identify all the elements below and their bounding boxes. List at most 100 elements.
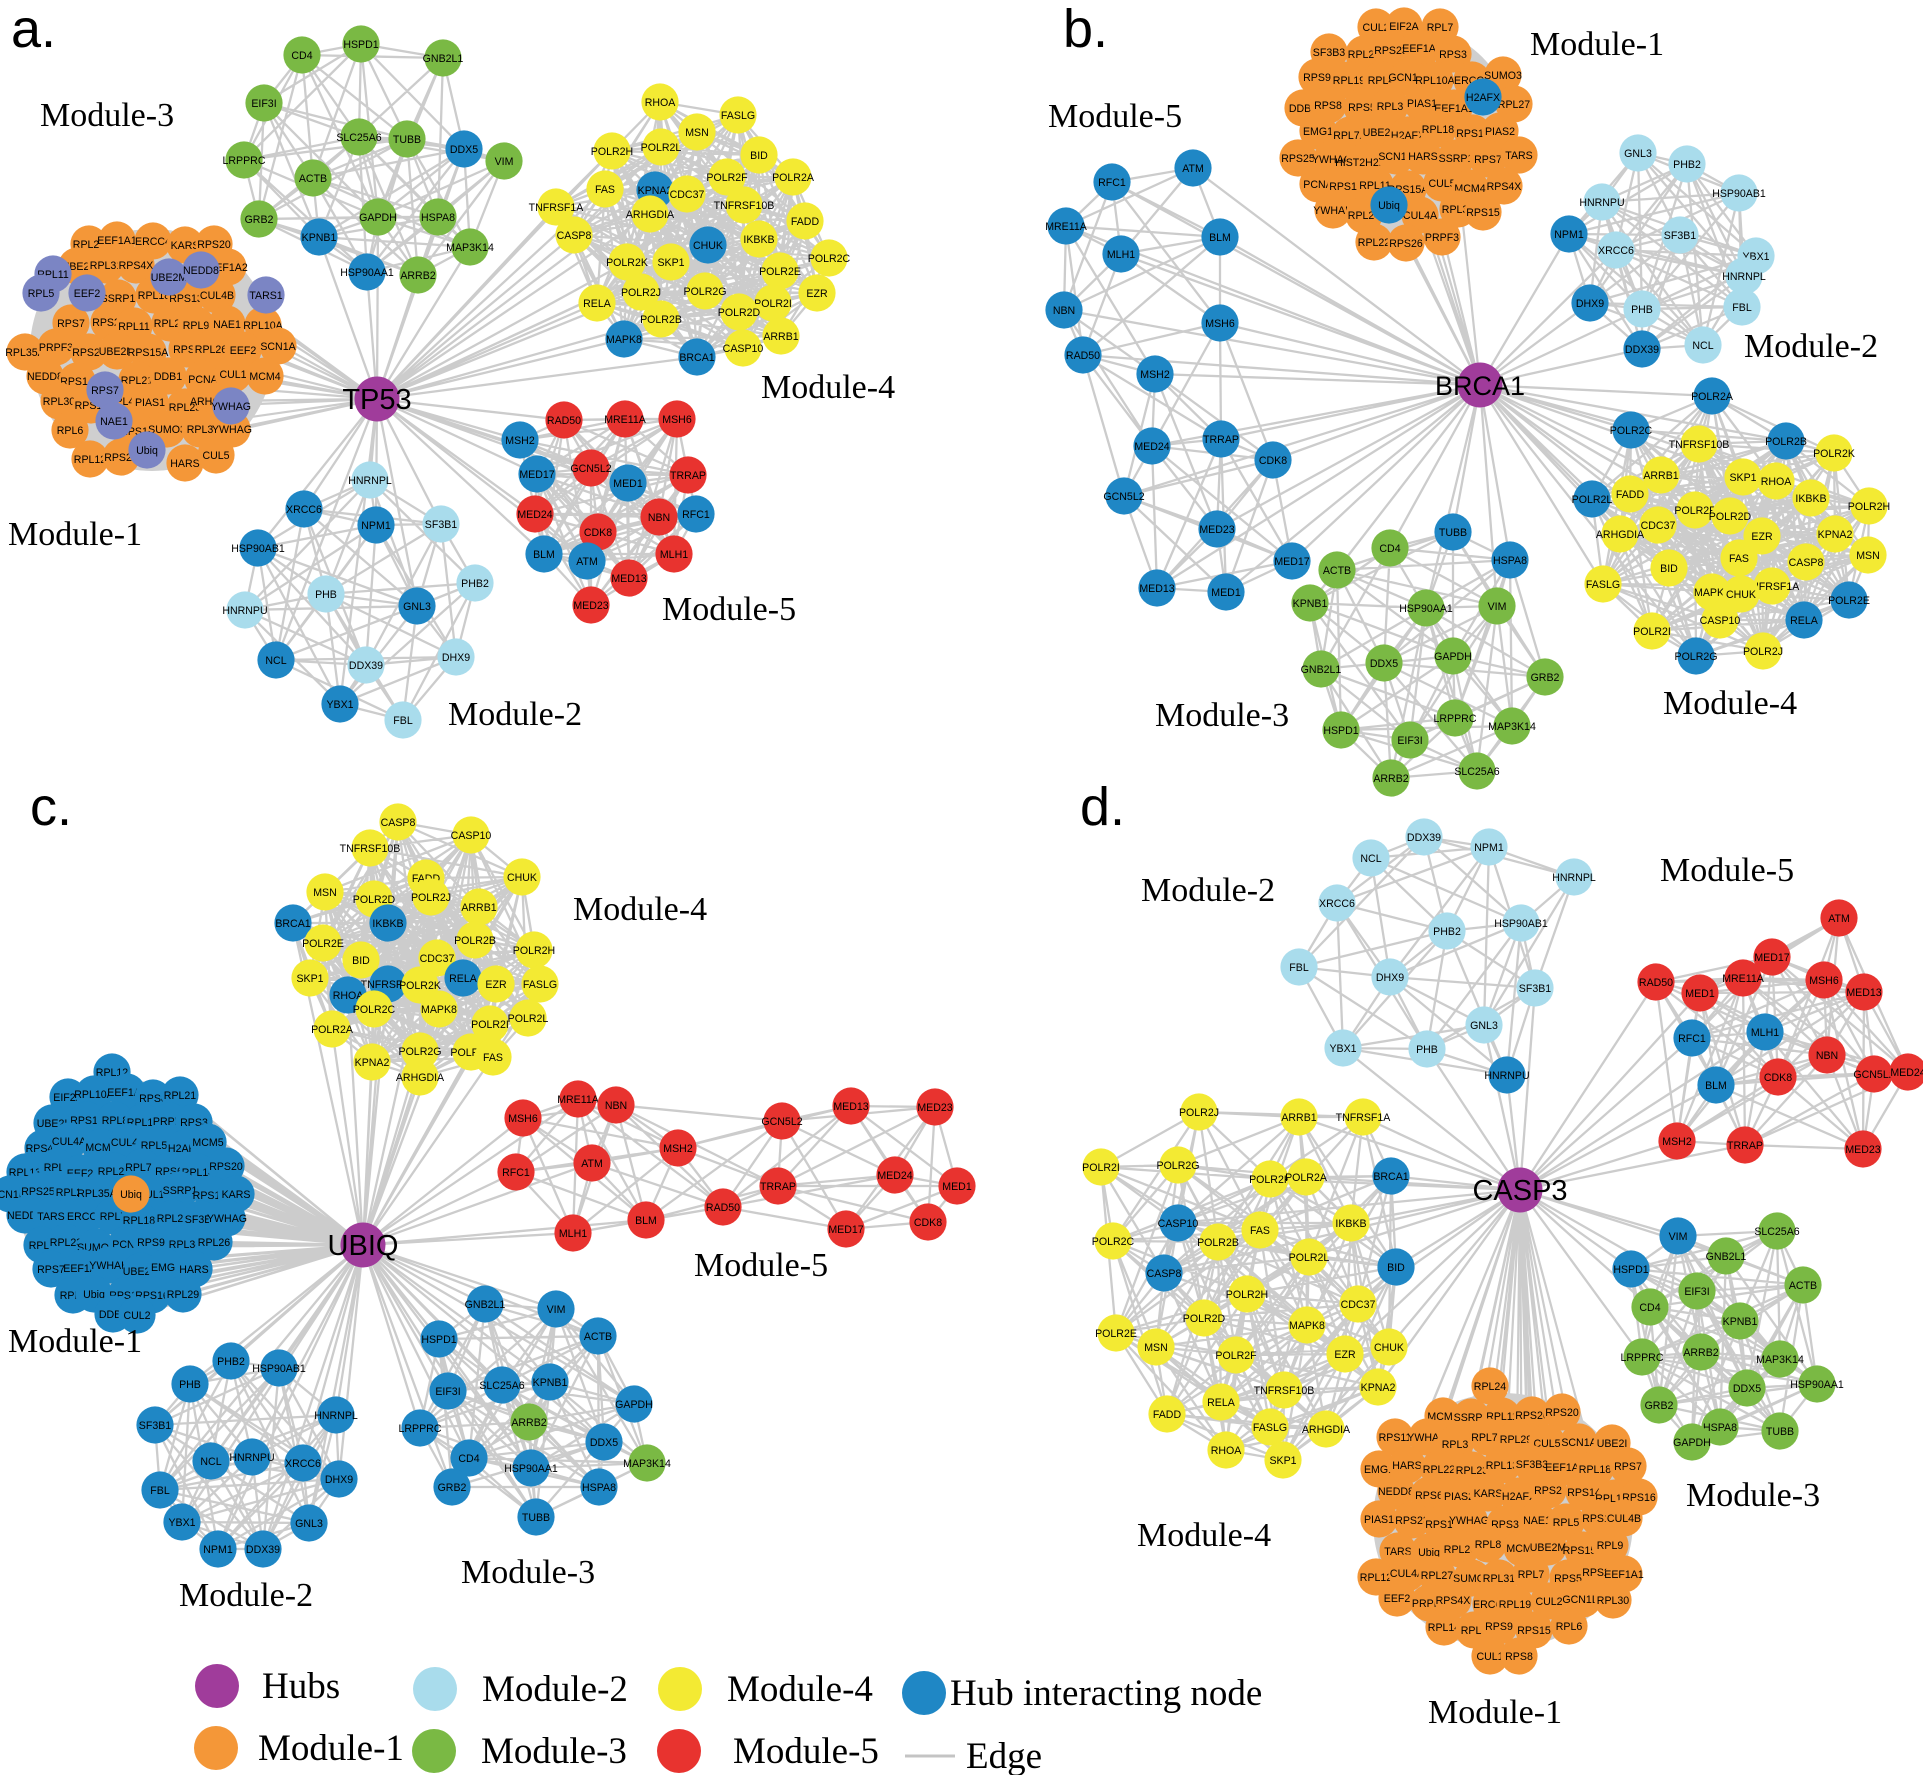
- svg-text:LRPPRC: LRPPRC: [399, 1423, 442, 1435]
- svg-text:RPS13: RPS13: [1425, 1519, 1459, 1531]
- svg-text:EEF1A1: EEF1A1: [97, 235, 137, 247]
- svg-text:SF3B1: SF3B1: [1664, 230, 1696, 242]
- svg-text:HNRNPU: HNRNPU: [1579, 197, 1624, 209]
- svg-text:POLR2F: POLR2F: [1215, 1350, 1257, 1362]
- svg-text:DHX9: DHX9: [1576, 298, 1604, 310]
- svg-text:RPL14: RPL14: [1428, 1622, 1460, 1634]
- svg-text:RPS15A: RPS15A: [128, 347, 170, 359]
- svg-text:SF3B1: SF3B1: [1519, 983, 1551, 995]
- svg-text:POLR2C: POLR2C: [808, 253, 851, 265]
- svg-text:RPS7: RPS7: [1614, 1461, 1642, 1473]
- svg-text:PIAS1: PIAS1: [1407, 98, 1437, 110]
- svg-text:POLR2J: POLR2J: [1179, 1107, 1219, 1119]
- svg-text:FADD: FADD: [1616, 489, 1645, 501]
- svg-text:HSPA8: HSPA8: [582, 1482, 616, 1494]
- svg-text:HSPD1: HSPD1: [1323, 725, 1358, 737]
- svg-text:EEF1A1: EEF1A1: [1604, 1569, 1644, 1581]
- svg-text:POLR2J: POLR2J: [411, 892, 451, 904]
- svg-text:RHOA: RHOA: [645, 97, 677, 109]
- svg-text:TUBB: TUBB: [522, 1512, 550, 1524]
- svg-text:HNRNPL: HNRNPL: [1552, 872, 1596, 884]
- svg-text:RPS23: RPS23: [1374, 45, 1408, 57]
- svg-text:BRCA1: BRCA1: [275, 918, 310, 930]
- svg-text:POLR2E: POLR2E: [302, 938, 344, 950]
- svg-text:BRCA1: BRCA1: [1373, 1171, 1408, 1183]
- svg-text:UBE2I: UBE2I: [1363, 127, 1394, 139]
- svg-text:DDB1: DDB1: [154, 371, 182, 383]
- svg-text:SSRP1: SSRP1: [163, 1185, 198, 1197]
- svg-text:RPL6: RPL6: [1556, 1621, 1583, 1633]
- svg-text:SF3B1: SF3B1: [425, 519, 457, 531]
- svg-text:RPS20: RPS20: [1545, 1407, 1579, 1419]
- svg-text:POLR2B: POLR2B: [1765, 436, 1807, 448]
- svg-text:IKBKB: IKBKB: [372, 918, 403, 930]
- svg-text:POLR2H: POLR2H: [1226, 1289, 1268, 1301]
- svg-text:HSPA8: HSPA8: [421, 212, 455, 224]
- svg-text:YBX1: YBX1: [168, 1517, 195, 1529]
- svg-text:Module-4: Module-4: [727, 1669, 873, 1710]
- svg-text:Ubiq: Ubiq: [83, 1289, 105, 1301]
- svg-text:RHOA: RHOA: [1761, 476, 1793, 488]
- svg-text:HSP90AB1: HSP90AB1: [231, 543, 285, 555]
- svg-text:RPL9: RPL9: [1597, 1540, 1624, 1552]
- svg-text:CDC37: CDC37: [1641, 520, 1676, 532]
- svg-text:MED23: MED23: [573, 600, 608, 612]
- svg-text:RELA: RELA: [1207, 1397, 1236, 1409]
- svg-text:CUL4B: CUL4B: [1607, 1513, 1641, 1525]
- svg-text:ARHGDIA: ARHGDIA: [626, 209, 675, 221]
- svg-text:FASLG: FASLG: [721, 110, 755, 122]
- svg-text:KPNB1: KPNB1: [1293, 598, 1328, 610]
- svg-text:NCL: NCL: [1692, 340, 1713, 352]
- svg-text:ATM: ATM: [1828, 913, 1850, 925]
- svg-text:Module-3: Module-3: [1155, 697, 1289, 734]
- svg-text:NBN: NBN: [605, 1100, 627, 1112]
- svg-text:RPS13: RPS13: [70, 1115, 104, 1127]
- svg-text:GRB2: GRB2: [245, 214, 274, 226]
- svg-text:LRPPRC: LRPPRC: [1434, 713, 1477, 725]
- svg-text:GAPDH: GAPDH: [1434, 651, 1472, 663]
- svg-text:POLR2H: POLR2H: [513, 945, 555, 957]
- svg-text:Ubiq: Ubiq: [1378, 200, 1400, 212]
- svg-text:UBE2M: UBE2M: [99, 346, 136, 358]
- svg-text:HNRNPL: HNRNPL: [1722, 271, 1766, 283]
- svg-text:Module-5: Module-5: [662, 591, 796, 628]
- svg-text:YWHAG: YWHAG: [1312, 154, 1352, 166]
- svg-text:CHUK: CHUK: [1726, 589, 1756, 601]
- svg-text:RAD50: RAD50: [1639, 977, 1673, 989]
- svg-text:CASP8: CASP8: [381, 817, 416, 829]
- svg-text:CASP10: CASP10: [1158, 1218, 1199, 1230]
- svg-text:YBX1: YBX1: [326, 699, 353, 711]
- svg-text:CUL1: CUL1: [219, 369, 246, 381]
- svg-text:RPL10A: RPL10A: [74, 1089, 114, 1101]
- svg-text:RPL27: RPL27: [1421, 1570, 1453, 1582]
- svg-text:MED1: MED1: [942, 1181, 972, 1193]
- svg-text:RPL30: RPL30: [43, 396, 75, 408]
- svg-text:KARS: KARS: [222, 1189, 251, 1201]
- svg-text:KPNA2: KPNA2: [638, 185, 673, 197]
- svg-text:ACTB: ACTB: [299, 173, 327, 185]
- svg-text:RPS3: RPS3: [1491, 1519, 1519, 1531]
- svg-text:GNB2L1: GNB2L1: [1301, 664, 1342, 676]
- svg-text:GRB2: GRB2: [1531, 672, 1560, 684]
- svg-text:POLR2I: POLR2I: [471, 1019, 509, 1031]
- svg-text:POLR2I: POLR2I: [1633, 626, 1671, 638]
- svg-text:SUMO3: SUMO3: [1484, 70, 1522, 82]
- svg-text:TNFRSF10B: TNFRSF10B: [1669, 439, 1730, 451]
- svg-text:ARRB1: ARRB1: [461, 902, 496, 914]
- svg-text:RPL18: RPL18: [1579, 1464, 1611, 1476]
- svg-text:NCL: NCL: [265, 655, 286, 667]
- svg-text:RPS20: RPS20: [209, 1161, 243, 1173]
- svg-text:RAD50: RAD50: [547, 415, 581, 427]
- svg-text:CDC37: CDC37: [670, 189, 705, 201]
- svg-text:ERCC4: ERCC4: [135, 236, 171, 248]
- svg-text:BLM: BLM: [635, 1215, 657, 1227]
- svg-text:CD4: CD4: [291, 50, 312, 62]
- svg-text:RPL35A: RPL35A: [77, 1188, 117, 1200]
- svg-text:Module-2: Module-2: [179, 1577, 313, 1614]
- svg-text:TNFRSF10B: TNFRSF10B: [714, 200, 775, 212]
- svg-text:SCN1A: SCN1A: [260, 341, 296, 353]
- svg-text:MLH1: MLH1: [1751, 1027, 1779, 1039]
- svg-text:RPL3: RPL3: [187, 424, 214, 436]
- svg-text:MSH2: MSH2: [505, 435, 535, 447]
- svg-text:MRE11A: MRE11A: [1045, 221, 1088, 233]
